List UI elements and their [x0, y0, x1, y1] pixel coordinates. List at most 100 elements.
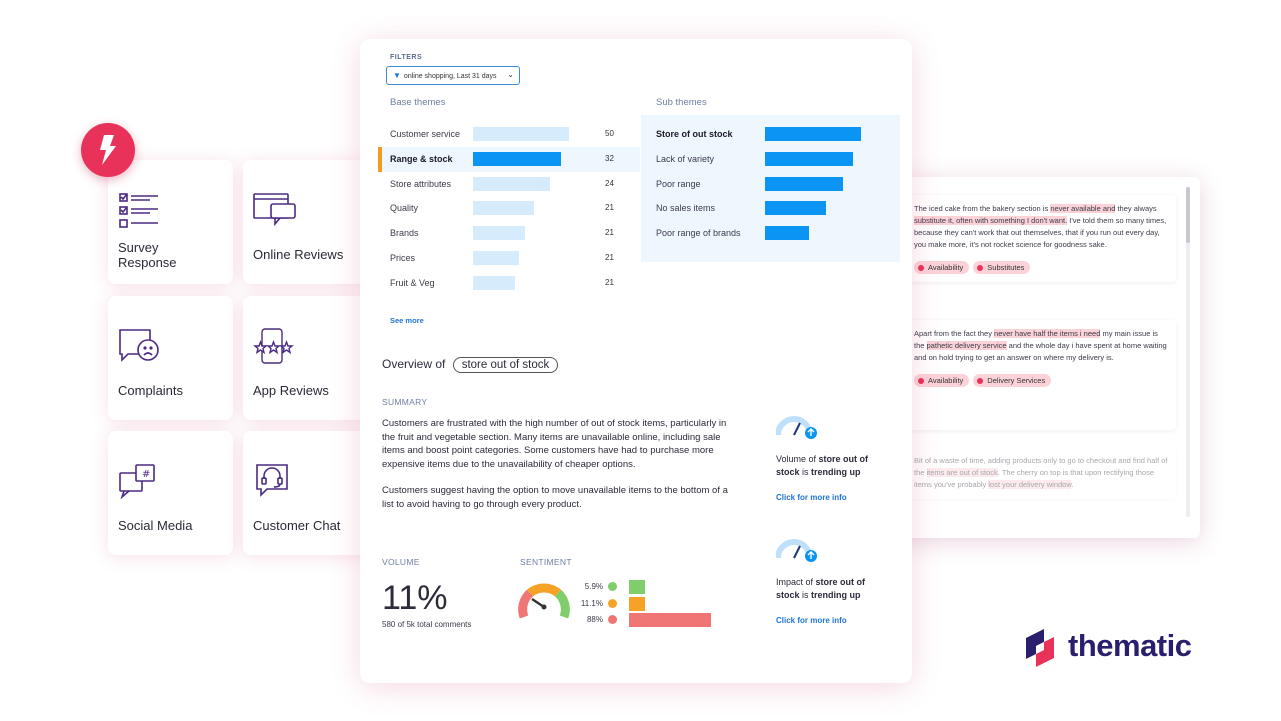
highlighted-phrase: lost your delivery window — [988, 480, 1072, 489]
volume-value: 11% — [382, 579, 448, 617]
chevron-down-icon: ⌄ — [507, 70, 514, 79]
app-reviews-stars-icon — [253, 328, 294, 364]
highlighted-phrase: pathetic delivery service — [926, 341, 1007, 350]
comment-fragment: . — [1071, 480, 1074, 489]
impact-more-info-link[interactable]: Click for more info — [776, 616, 847, 625]
sentiment-percent: 5.9% — [584, 582, 603, 591]
brand-name: thematic — [1068, 628, 1192, 663]
sentiment-bar — [629, 580, 645, 594]
highlighted-phrase: never have half the items i need — [994, 329, 1101, 338]
sub-theme-row[interactable]: Poor range — [656, 174, 886, 194]
base-theme-row[interactable]: Brands 21 — [390, 223, 640, 243]
tag-dot-icon — [977, 264, 984, 271]
source-label-app-reviews: App Reviews — [253, 383, 329, 398]
see-more-link[interactable]: See more — [390, 316, 424, 325]
volume-trend: Volume of store out of stock is trending… — [775, 415, 896, 502]
tag-label: Availability — [928, 263, 964, 272]
sub-theme-row[interactable]: Poor range of brands — [656, 223, 886, 243]
highlighted-phrase: substitute it, often with something I do… — [914, 216, 1068, 225]
impact-trend-text: Impact of store out of stock is trending… — [776, 577, 866, 600]
comment-fragment: and the whole day i have spent at home w… — [914, 341, 1167, 362]
sub-theme-row[interactable]: Store of out stock — [656, 124, 886, 144]
customer-chat-icon — [256, 464, 288, 497]
theme-tag[interactable]: Delivery Services — [973, 374, 1052, 387]
sentiment-bar — [629, 596, 645, 611]
complaint-face-icon — [119, 329, 159, 362]
source-label-customer-chat: Customer Chat — [253, 518, 341, 533]
tag-dot-icon — [918, 264, 924, 271]
base-theme-count: 21 — [605, 253, 614, 262]
base-theme-row[interactable]: Customer service 50 — [390, 124, 640, 144]
sub-theme-row[interactable]: No sales items — [656, 198, 886, 218]
base-theme-bar — [473, 251, 519, 265]
sentiment-row: 11.1% — [578, 596, 728, 611]
sub-theme-row[interactable]: Lack of variety — [656, 149, 886, 169]
sentiment-face-icon — [608, 582, 617, 591]
source-card-social-media[interactable]: # Social Media — [108, 431, 233, 555]
sentiment-bar — [629, 613, 711, 627]
volume-more-info-link[interactable]: Click for more info — [776, 493, 847, 502]
comments-panel: The iced cake from the bakery section is… — [880, 177, 1200, 538]
filter-dropdown[interactable]: ▼ online shopping, Last 31 days ⌄ — [386, 66, 520, 85]
source-label-complaints: Complaints — [118, 383, 184, 398]
base-theme-name: Store attributes — [390, 178, 452, 189]
theme-tag[interactable]: Availability — [914, 374, 970, 387]
source-card-online-reviews[interactable]: Online Reviews — [243, 160, 368, 284]
comment-text: Bit of a waste of time, adding products … — [914, 455, 1170, 491]
source-card-customer-chat[interactable]: Customer Chat — [243, 431, 368, 555]
base-theme-row[interactable]: Range & stock 32 — [390, 149, 640, 169]
scrollbar-thumb[interactable] — [1186, 187, 1190, 243]
source-card-complaints[interactable]: Complaints — [108, 296, 233, 420]
overview-heading: Overview of store out of stock — [382, 357, 559, 373]
source-card-survey[interactable]: Survey Response — [108, 160, 233, 284]
base-theme-row[interactable]: Store attributes 24 — [390, 174, 640, 194]
funnel-icon: ▼ — [393, 71, 401, 80]
source-card-app-reviews[interactable]: App Reviews — [243, 296, 368, 420]
theme-analysis-panel: FILTERS ▼ online shopping, Last 31 days ⌄… — [360, 39, 912, 683]
sub-theme-name: Lack of variety — [656, 153, 715, 164]
comment-text: Apart from the fact they never have half… — [914, 328, 1170, 364]
base-theme-row[interactable]: Prices 21 — [390, 248, 640, 268]
tag-dot-icon — [918, 377, 924, 384]
topic-pill[interactable]: store out of stock — [452, 357, 559, 373]
summary-text: Customers are frustrated with the high n… — [382, 417, 742, 511]
theme-tag[interactable]: Availability — [914, 261, 970, 274]
sentiment-title: SENTIMENT — [520, 557, 572, 567]
lightning-icon — [100, 135, 116, 165]
volume-caption: 580 of 5k total comments — [382, 620, 472, 629]
comment-fragment: they always — [1115, 204, 1157, 213]
svg-text:#: # — [142, 469, 150, 480]
trend-gauge-icon — [775, 416, 817, 439]
lightning-badge — [81, 123, 135, 177]
highlighted-phrase: items are out of stock — [926, 468, 998, 477]
base-theme-count: 21 — [605, 203, 614, 213]
online-reviews-icon — [253, 193, 296, 226]
tag-label: Substitutes — [987, 263, 1025, 272]
base-theme-row[interactable]: Fruit & Veg 21 — [390, 273, 640, 293]
comment-card: Bit of a waste of time, adding products … — [908, 447, 1176, 499]
source-label-survey: Survey Response — [118, 240, 177, 270]
sentiment-row: 5.9% — [578, 580, 728, 594]
sub-theme-name: No sales items — [656, 203, 716, 214]
base-theme-bar — [473, 176, 550, 191]
tag-label: Availability — [928, 376, 964, 385]
base-themes-title: Base themes — [390, 97, 446, 108]
impact-trend: Impact of store out of stock is trending… — [775, 538, 896, 625]
thematic-logo-icon — [1026, 629, 1054, 667]
sentiment-face-icon — [608, 615, 617, 624]
base-theme-name: Quality — [390, 203, 419, 214]
sub-themes-title: Sub themes — [656, 97, 707, 108]
sub-theme-bar — [765, 151, 853, 166]
base-theme-row[interactable]: Quality 21 — [390, 198, 640, 218]
comments-scrollbar[interactable] — [1186, 187, 1190, 517]
sub-theme-name: Poor range — [656, 178, 701, 189]
base-theme-bar — [473, 226, 525, 241]
theme-tag[interactable]: Substitutes — [973, 261, 1031, 274]
comment-card: The iced cake from the bakery section is… — [908, 195, 1176, 282]
survey-checklist-icon — [119, 193, 158, 228]
highlighted-phrase: never available and — [1050, 204, 1116, 213]
base-theme-name: Fruit & Veg — [390, 277, 435, 288]
comment-fragment: . The cherry on top is that upon rectify… — [914, 468, 1154, 489]
base-theme-count: 21 — [605, 228, 614, 238]
base-theme-count: 24 — [605, 178, 614, 188]
